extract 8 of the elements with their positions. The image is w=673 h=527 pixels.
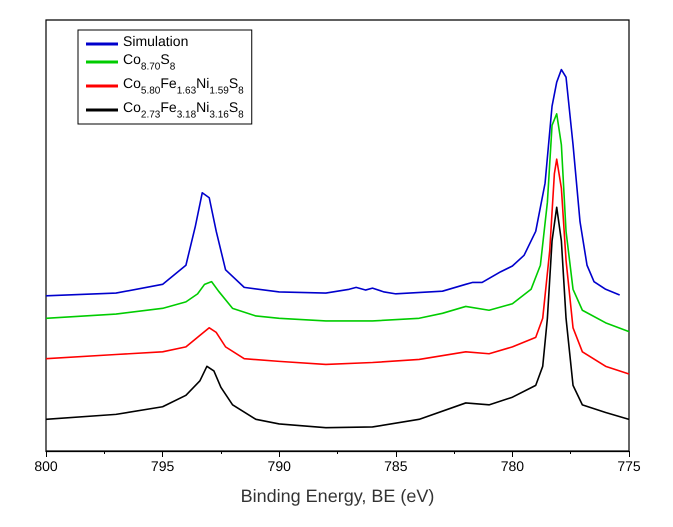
x-tick-label: 775 [617, 458, 641, 474]
x-tick-label: 785 [384, 458, 408, 474]
x-axis-title: Binding Energy, BE (eV) [240, 486, 434, 506]
x-tick-label: 795 [150, 458, 174, 474]
x-tick-label: 790 [268, 458, 292, 474]
x-tick-label: 780 [500, 458, 524, 474]
x-tick-label: 800 [34, 458, 58, 474]
legend-label: Simulation [123, 33, 188, 49]
